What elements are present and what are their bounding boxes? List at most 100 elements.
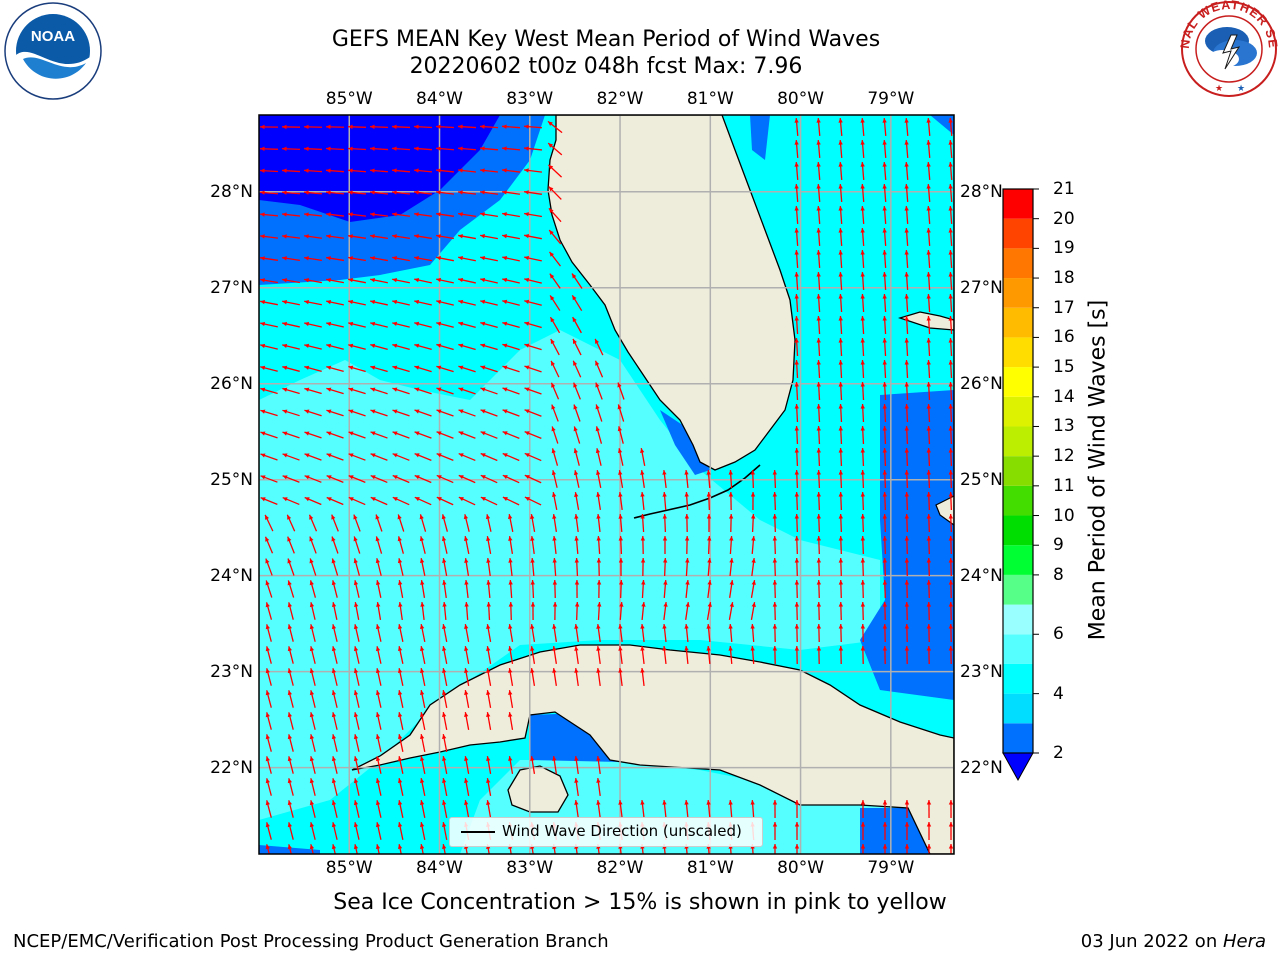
wave-direction-arrow bbox=[662, 799, 667, 819]
wave-direction-arrow bbox=[548, 207, 562, 223]
wave-direction-arrow bbox=[948, 293, 953, 313]
wave-direction-arrow bbox=[326, 387, 344, 395]
wave-direction-arrow bbox=[414, 496, 432, 506]
wave-direction-arrow bbox=[926, 117, 931, 137]
wave-direction-arrow bbox=[794, 183, 799, 203]
wave-direction-arrow bbox=[309, 536, 317, 554]
wave-direction-arrow bbox=[265, 558, 273, 576]
wave-direction-arrow bbox=[436, 453, 454, 461]
wave-direction-arrow bbox=[480, 387, 498, 395]
wave-direction-arrow bbox=[458, 343, 476, 351]
wave-direction-arrow bbox=[331, 690, 338, 708]
wave-direction-arrow bbox=[948, 645, 954, 665]
wave-direction-arrow bbox=[397, 844, 403, 854]
lon-tick-label-bottom: 85°W bbox=[325, 858, 373, 878]
wave-direction-arrow bbox=[816, 293, 821, 313]
wave-direction-arrow bbox=[281, 212, 301, 217]
wave-direction-arrow bbox=[552, 514, 558, 532]
wave-direction-arrow bbox=[398, 601, 403, 621]
wave-direction-arrow bbox=[326, 409, 344, 417]
wave-direction-arrow bbox=[287, 646, 294, 664]
wave-direction-arrow bbox=[860, 513, 865, 533]
wave-direction-arrow bbox=[502, 431, 520, 439]
wave-direction-arrow bbox=[926, 227, 931, 247]
wave-direction-arrow bbox=[640, 799, 645, 819]
wave-direction-arrow bbox=[772, 557, 778, 577]
wave-direction-arrow bbox=[486, 712, 492, 730]
wave-direction-arrow bbox=[331, 602, 338, 620]
wave-direction-arrow bbox=[464, 601, 469, 621]
wave-direction-arrow bbox=[281, 146, 301, 151]
wave-direction-arrow bbox=[457, 168, 477, 173]
wave-direction-arrow bbox=[904, 403, 909, 423]
wave-direction-arrow bbox=[882, 799, 888, 819]
wave-direction-arrow bbox=[309, 822, 316, 840]
wave-direction-arrow bbox=[596, 535, 601, 555]
wave-direction-arrow bbox=[353, 690, 360, 708]
wave-direction-arrow bbox=[684, 645, 689, 665]
wave-direction-arrow bbox=[442, 800, 448, 818]
wave-direction-arrow bbox=[458, 409, 476, 417]
colorbar-tick-label: 14 bbox=[1053, 386, 1075, 407]
wave-direction-arrow bbox=[926, 359, 931, 379]
wave-direction-arrow bbox=[479, 124, 499, 129]
wave-direction-arrow bbox=[663, 601, 668, 621]
wave-direction-arrow bbox=[392, 453, 410, 461]
wave-direction-arrow bbox=[260, 343, 278, 350]
wave-direction-arrow bbox=[594, 360, 604, 378]
wave-direction-arrow bbox=[464, 756, 470, 774]
wave-direction-arrow bbox=[348, 278, 366, 284]
colorbar-tick-label: 21 bbox=[1053, 179, 1075, 199]
wave-direction-arrow bbox=[549, 251, 561, 267]
wave-direction-arrow bbox=[860, 249, 865, 269]
wave-direction-arrow bbox=[794, 315, 799, 335]
wave-direction-arrow bbox=[794, 227, 799, 247]
wave-direction-arrow bbox=[353, 580, 360, 598]
wave-direction-arrow bbox=[458, 234, 476, 240]
wave-direction-arrow bbox=[501, 146, 521, 151]
wave-direction-arrow bbox=[480, 321, 498, 328]
wave-direction-arrow bbox=[618, 491, 623, 511]
wave-direction-arrow bbox=[304, 321, 322, 328]
wave-direction-arrow bbox=[375, 712, 382, 730]
colorbar-segment bbox=[1003, 189, 1033, 219]
wave-direction-arrow bbox=[882, 623, 888, 643]
wave-direction-arrow bbox=[948, 425, 953, 445]
wave-direction-arrow bbox=[948, 821, 954, 841]
wave-direction-arrow bbox=[816, 425, 821, 445]
wave-direction-arrow bbox=[348, 431, 366, 439]
wave-direction-arrow bbox=[926, 843, 932, 854]
wave-direction-arrow bbox=[464, 712, 470, 730]
wave-direction-arrow bbox=[904, 381, 909, 401]
lon-tick-label-top: 85°W bbox=[325, 89, 373, 109]
wave-direction-arrow bbox=[331, 734, 338, 752]
wave-direction-arrow bbox=[524, 496, 542, 506]
wave-direction-arrow bbox=[353, 646, 360, 664]
wave-direction-arrow bbox=[331, 822, 338, 840]
wave-direction-arrow bbox=[397, 778, 404, 796]
wave-direction-arrow bbox=[729, 580, 734, 598]
wave-direction-arrow bbox=[706, 602, 712, 620]
wave-direction-arrow bbox=[282, 431, 300, 439]
wave-direction-arrow bbox=[794, 139, 799, 159]
wave-direction-arrow bbox=[882, 821, 888, 841]
wave-direction-arrow bbox=[502, 496, 520, 506]
wave-direction-arrow bbox=[464, 646, 470, 664]
wave-direction-arrow bbox=[458, 277, 476, 284]
colorbar-tick-label: 12 bbox=[1053, 446, 1075, 467]
wave-direction-arrow bbox=[794, 425, 799, 445]
wave-direction-arrow bbox=[794, 271, 799, 291]
wave-direction-arrow bbox=[398, 580, 404, 598]
wave-direction-arrow bbox=[309, 580, 317, 598]
wave-direction-arrow bbox=[458, 255, 476, 262]
wave-direction-arrow bbox=[904, 469, 909, 489]
wave-direction-arrow bbox=[331, 624, 338, 642]
wave-direction-arrow bbox=[304, 453, 322, 461]
wave-direction-arrow bbox=[502, 387, 520, 395]
lat-tick-label-right: 22°N bbox=[960, 757, 1003, 778]
wave-direction-arrow bbox=[414, 365, 432, 373]
wave-direction-arrow bbox=[265, 734, 272, 752]
wave-direction-arrow bbox=[508, 601, 514, 621]
colorbar-tick-label: 10 bbox=[1053, 505, 1075, 526]
wave-direction-arrow bbox=[464, 579, 469, 599]
